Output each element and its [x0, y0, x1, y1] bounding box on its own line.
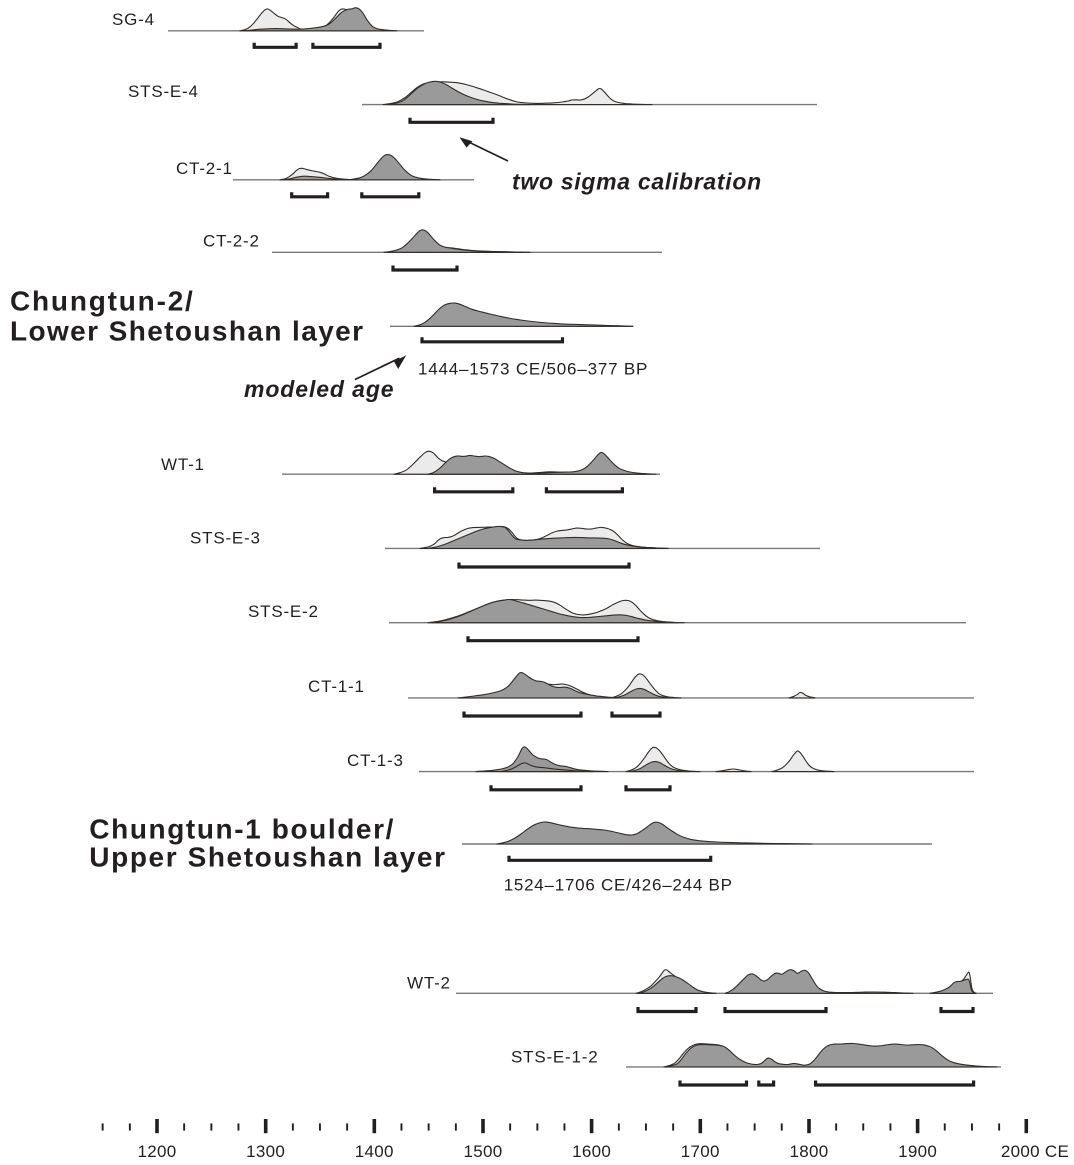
svg-text:STS-E-3: STS-E-3 — [190, 528, 261, 547]
svg-text:CT-2-1: CT-2-1 — [176, 159, 233, 178]
svg-text:1400: 1400 — [355, 1142, 394, 1161]
svg-text:STS-E-4: STS-E-4 — [128, 82, 199, 101]
svg-text:2000 CE: 2000 CE — [1001, 1142, 1069, 1161]
svg-text:WT-2: WT-2 — [407, 974, 451, 993]
svg-text:1700: 1700 — [681, 1142, 720, 1161]
svg-text:Upper Shetoushan layer: Upper Shetoushan layer — [89, 841, 446, 872]
svg-text:Chungtun-2/: Chungtun-2/ — [10, 286, 195, 317]
svg-text:1200: 1200 — [137, 1142, 176, 1161]
svg-text:WT-1: WT-1 — [161, 455, 205, 474]
svg-text:1900: 1900 — [898, 1142, 937, 1161]
svg-text:modeled age: modeled age — [244, 376, 395, 402]
svg-text:1300: 1300 — [246, 1142, 285, 1161]
svg-text:two sigma calibration: two sigma calibration — [512, 169, 762, 195]
svg-text:1800: 1800 — [789, 1142, 828, 1161]
svg-text:STS-E-2: STS-E-2 — [248, 602, 319, 621]
svg-text:1600: 1600 — [572, 1142, 611, 1161]
svg-text:Chungtun-1 boulder/: Chungtun-1 boulder/ — [89, 814, 395, 845]
svg-text:1524–1706 CE/426–244 BP: 1524–1706 CE/426–244 BP — [504, 876, 733, 895]
svg-text:SG-4: SG-4 — [112, 10, 155, 29]
svg-text:CT-2-2: CT-2-2 — [203, 232, 260, 251]
svg-text:1444–1573 CE/506–377 BP: 1444–1573 CE/506–377 BP — [418, 360, 648, 379]
svg-text:CT-1-3: CT-1-3 — [347, 751, 404, 770]
svg-text:Lower Shetoushan layer: Lower Shetoushan layer — [10, 316, 364, 347]
svg-text:STS-E-1-2: STS-E-1-2 — [511, 1047, 599, 1066]
svg-text:1500: 1500 — [463, 1142, 502, 1161]
svg-text:CT-1-1: CT-1-1 — [308, 677, 365, 696]
